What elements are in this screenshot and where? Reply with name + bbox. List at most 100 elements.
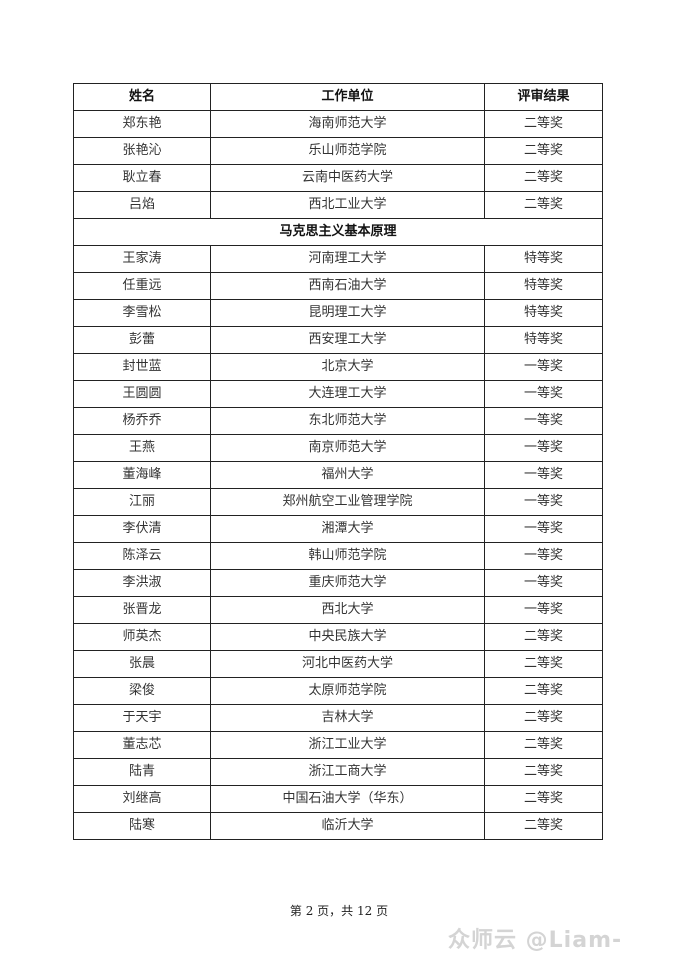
name-cell: 彭蕾: [73, 326, 211, 354]
table-row: 张晨 河北中医药大学 二等奖: [73, 650, 603, 678]
result-cell: 一等奖: [484, 569, 603, 597]
table-row: 杨乔乔 东北师范大学 一等奖: [73, 407, 603, 435]
name-cell: 杨乔乔: [73, 407, 211, 435]
name-cell: 王燕: [73, 434, 211, 462]
name-cell: 刘继高: [73, 785, 211, 813]
unit-cell: 东北师范大学: [210, 407, 485, 435]
table-row: 郑东艳 海南师范大学 二等奖: [73, 110, 603, 138]
table-row: 陆青 浙江工商大学 二等奖: [73, 758, 603, 786]
result-cell: 二等奖: [484, 137, 603, 165]
unit-cell: 中国石油大学（华东）: [210, 785, 485, 813]
table-row: 江丽 郑州航空工业管理学院 一等奖: [73, 488, 603, 516]
unit-cell: 西南石油大学: [210, 272, 485, 300]
table-row: 王燕 南京师范大学 一等奖: [73, 434, 603, 462]
header-result: 评审结果: [484, 83, 603, 111]
page-number: 第 2 页，共 12 页: [289, 904, 389, 918]
name-cell: 梁俊: [73, 677, 211, 705]
table-row: 任重远 西南石油大学 特等奖: [73, 272, 603, 300]
result-cell: 一等奖: [484, 353, 603, 381]
name-cell: 张晨: [73, 650, 211, 678]
name-cell: 陆寒: [73, 812, 211, 840]
name-cell: 陆青: [73, 758, 211, 786]
table-row: 李伏清 湘潭大学 一等奖: [73, 515, 603, 543]
table-row: 张艳沁 乐山师范学院 二等奖: [73, 137, 603, 165]
table-row: 刘继高 中国石油大学（华东） 二等奖: [73, 785, 603, 813]
result-cell: 一等奖: [484, 542, 603, 570]
unit-cell: 临沂大学: [210, 812, 485, 840]
table-row: 李洪淑 重庆师范大学 一等奖: [73, 569, 603, 597]
result-cell: 二等奖: [484, 110, 603, 138]
name-cell: 于天宇: [73, 704, 211, 732]
table-row: 师英杰 中央民族大学 二等奖: [73, 623, 603, 651]
name-cell: 封世蓝: [73, 353, 211, 381]
unit-cell: 浙江工商大学: [210, 758, 485, 786]
name-cell: 师英杰: [73, 623, 211, 651]
result-cell: 二等奖: [484, 758, 603, 786]
header-unit: 工作单位: [210, 83, 485, 111]
table-row: 王家涛 河南理工大学 特等奖: [73, 245, 603, 273]
table-row: 董志芯 浙江工业大学 二等奖: [73, 731, 603, 759]
result-cell: 一等奖: [484, 596, 603, 624]
unit-cell: 海南师范大学: [210, 110, 485, 138]
name-cell: 董志芯: [73, 731, 211, 759]
unit-cell: 湘潭大学: [210, 515, 485, 543]
unit-cell: 重庆师范大学: [210, 569, 485, 597]
section-row: 马克思主义基本原理: [73, 218, 603, 246]
result-cell: 二等奖: [484, 677, 603, 705]
table-row: 陆寒 临沂大学 二等奖: [73, 812, 603, 840]
unit-cell: 福州大学: [210, 461, 485, 489]
result-cell: 一等奖: [484, 515, 603, 543]
result-cell: 二等奖: [484, 623, 603, 651]
unit-cell: 浙江工业大学: [210, 731, 485, 759]
watermark: 众师云 @Liam-: [448, 928, 623, 953]
unit-cell: 北京大学: [210, 353, 485, 381]
table-row: 董海峰 福州大学 一等奖: [73, 461, 603, 489]
result-cell: 二等奖: [484, 650, 603, 678]
name-cell: 任重远: [73, 272, 211, 300]
table-row: 彭蕾 西安理工大学 特等奖: [73, 326, 603, 354]
table-row: 于天宇 吉林大学 二等奖: [73, 704, 603, 732]
unit-cell: 太原师范学院: [210, 677, 485, 705]
unit-cell: 云南中医药大学: [210, 164, 485, 192]
result-cell: 二等奖: [484, 785, 603, 813]
result-cell: 二等奖: [484, 731, 603, 759]
result-cell: 特等奖: [484, 299, 603, 327]
unit-cell: 郑州航空工业管理学院: [210, 488, 485, 516]
unit-cell: 河南理工大学: [210, 245, 485, 273]
name-cell: 陈泽云: [73, 542, 211, 570]
result-cell: 一等奖: [484, 434, 603, 462]
result-cell: 一等奖: [484, 461, 603, 489]
header-name: 姓名: [73, 83, 211, 111]
unit-cell: 中央民族大学: [210, 623, 485, 651]
table-row: 吕焰 西北工业大学 二等奖: [73, 191, 603, 219]
result-cell: 二等奖: [484, 704, 603, 732]
result-cell: 一等奖: [484, 380, 603, 408]
name-cell: 张晋龙: [73, 596, 211, 624]
unit-cell: 河北中医药大学: [210, 650, 485, 678]
awards-table: 姓名 工作单位 评审结果 郑东艳 海南师范大学 二等奖 张艳沁 乐山师范学院 二等奖 耿立春…: [73, 83, 603, 840]
result-cell: 二等奖: [484, 191, 603, 219]
unit-cell: 西安理工大学: [210, 326, 485, 354]
name-cell: 王圆圆: [73, 380, 211, 408]
unit-cell: 昆明理工大学: [210, 299, 485, 327]
name-cell: 吕焰: [73, 191, 211, 219]
name-cell: 董海峰: [73, 461, 211, 489]
unit-cell: 吉林大学: [210, 704, 485, 732]
table-row: 封世蓝 北京大学 一等奖: [73, 353, 603, 381]
table-row: 李雪松 昆明理工大学 特等奖: [73, 299, 603, 327]
result-cell: 特等奖: [484, 326, 603, 354]
result-cell: 一等奖: [484, 488, 603, 516]
unit-cell: 西北大学: [210, 596, 485, 624]
unit-cell: 乐山师范学院: [210, 137, 485, 165]
result-cell: 二等奖: [484, 164, 603, 192]
unit-cell: 大连理工大学: [210, 380, 485, 408]
table-body: 郑东艳 海南师范大学 二等奖 张艳沁 乐山师范学院 二等奖 耿立春 云南中医药大学 二等奖 吕焰西…: [73, 110, 603, 840]
table-row: 耿立春 云南中医药大学 二等奖: [73, 164, 603, 192]
name-cell: 张艳沁: [73, 137, 211, 165]
name-cell: 江丽: [73, 488, 211, 516]
name-cell: 郑东艳: [73, 110, 211, 138]
name-cell: 耿立春: [73, 164, 211, 192]
unit-cell: 南京师范大学: [210, 434, 485, 462]
result-cell: 一等奖: [484, 407, 603, 435]
result-cell: 特等奖: [484, 245, 603, 273]
